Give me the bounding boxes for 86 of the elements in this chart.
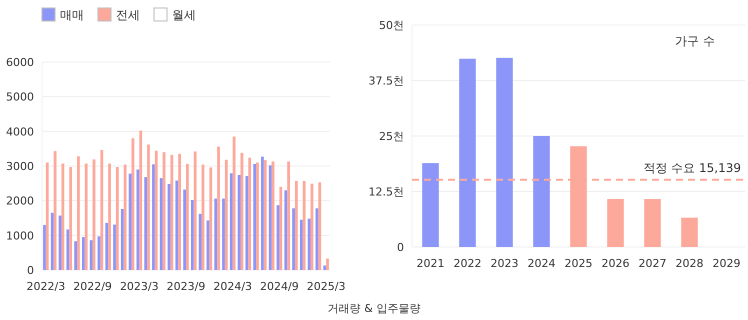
y-tick-label: 1000	[6, 229, 34, 242]
bar	[113, 224, 116, 270]
annotation: 가구 수	[675, 34, 715, 48]
bar	[54, 151, 56, 270]
y-tick-label: 6000	[6, 56, 34, 69]
x-tick-label: 2026	[602, 257, 630, 270]
text: 거래량 & 입주물량	[328, 302, 420, 315]
bar	[326, 258, 329, 270]
bar	[238, 175, 240, 270]
bar	[292, 208, 295, 270]
x-tick-label: 2024	[528, 257, 556, 270]
bar	[316, 208, 318, 270]
y-tick-label: 25천	[379, 130, 404, 143]
bar	[459, 58, 476, 247]
bar	[681, 218, 698, 247]
y-tick-label: 2000	[6, 194, 34, 208]
x-tick-label: 2023	[490, 257, 518, 270]
bar	[82, 237, 85, 270]
y-tick-label: 37.5천	[368, 74, 404, 88]
bar	[202, 164, 204, 270]
legend-label: 월세	[172, 8, 196, 22]
bar	[240, 152, 244, 270]
bar	[310, 184, 314, 270]
y-tick-label: 12.5천	[368, 186, 404, 198]
y-tick-label: 50천	[379, 19, 404, 32]
x-tick-label: 2024/3	[213, 280, 252, 293]
bar	[607, 199, 624, 247]
bar	[245, 176, 248, 270]
bar	[43, 224, 46, 270]
bar	[178, 154, 182, 270]
x-tick-label: 2022	[454, 257, 482, 270]
bar	[61, 164, 64, 270]
x-tick-label: 2028	[676, 257, 704, 270]
bar	[276, 205, 280, 270]
bar	[168, 184, 170, 270]
bar	[69, 167, 72, 270]
bar	[74, 241, 78, 270]
y-tick-label: 0	[397, 241, 404, 254]
y-tick-label: 4000	[6, 125, 34, 138]
ref-line-label: 적정 수요 15,139	[643, 160, 741, 175]
bar	[132, 138, 134, 270]
bar	[98, 236, 100, 270]
bar	[183, 190, 186, 270]
bar	[422, 163, 439, 247]
bar	[124, 164, 127, 270]
bar	[152, 164, 155, 270]
bar	[272, 161, 274, 270]
bar	[136, 169, 140, 270]
x-tick-label: 2023/9	[166, 280, 206, 293]
bar	[108, 164, 111, 270]
legend-label: 전세	[116, 8, 140, 22]
bar	[147, 144, 150, 270]
bar	[533, 136, 550, 247]
x-tick-label: 2025/3	[306, 280, 346, 293]
bar	[261, 156, 264, 270]
y-tick-label: 3000	[6, 160, 34, 173]
bar	[128, 174, 132, 270]
bar	[162, 152, 166, 270]
bar	[308, 218, 311, 270]
bar	[644, 199, 661, 247]
x-tick-label: 2025	[564, 257, 592, 270]
bar	[92, 159, 96, 270]
bar	[256, 162, 259, 270]
bar	[232, 136, 236, 270]
bar	[206, 220, 210, 270]
bar	[300, 220, 303, 270]
y-tick-label: 0	[27, 264, 34, 277]
x-tick-label: 2022/3	[26, 280, 66, 293]
bar	[90, 240, 93, 270]
bar	[190, 200, 194, 270]
x-tick-label: 2023/3	[120, 280, 159, 293]
x-tick-label: 2029	[712, 257, 740, 270]
bar	[186, 164, 189, 270]
x-tick-label: 2027	[638, 257, 666, 270]
bar	[58, 216, 62, 270]
bar	[287, 161, 290, 270]
bar	[222, 198, 225, 270]
x-tick-label: 2022/9	[73, 280, 112, 293]
x-tick-label: 2024/9	[260, 280, 299, 293]
x-tick-label: 2021	[416, 257, 444, 270]
bar	[77, 156, 80, 270]
bar	[496, 58, 513, 247]
bar	[294, 180, 298, 270]
y-tick-label: 5000	[6, 90, 34, 104]
bar	[217, 146, 220, 270]
legend-label: 매매	[60, 8, 84, 22]
